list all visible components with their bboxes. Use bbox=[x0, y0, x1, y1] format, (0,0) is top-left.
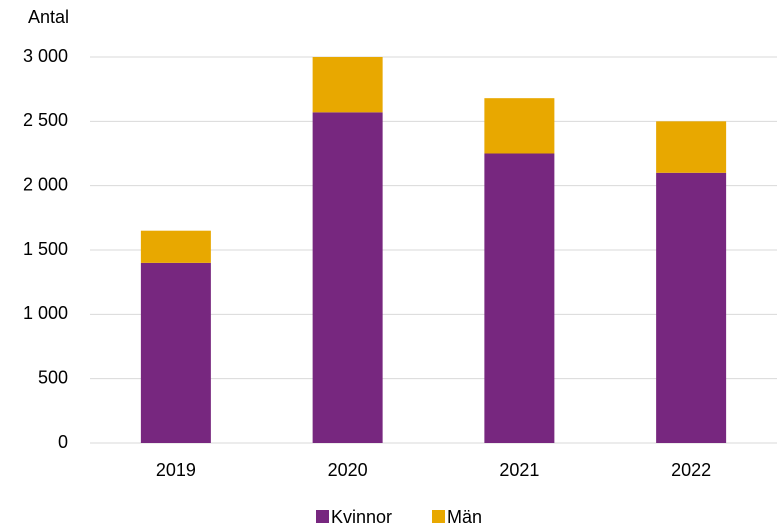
y-tick-label: 0 bbox=[58, 432, 68, 452]
bar-segment bbox=[656, 121, 727, 173]
bar-segment bbox=[484, 98, 555, 154]
y-axis-label: Antal bbox=[28, 7, 69, 27]
y-tick-label: 2 000 bbox=[23, 174, 68, 194]
bar-segment bbox=[656, 172, 727, 444]
x-tick-label: 2022 bbox=[671, 460, 711, 480]
y-tick-label: 3 000 bbox=[23, 46, 68, 66]
y-tick-label: 1 000 bbox=[23, 303, 68, 323]
bar-segment bbox=[312, 57, 383, 113]
legend-label: Kvinnor bbox=[331, 507, 392, 527]
x-tick-label: 2021 bbox=[499, 460, 539, 480]
bar-segment bbox=[312, 112, 383, 444]
bar-segment bbox=[140, 230, 211, 263]
bar-segment bbox=[140, 262, 211, 443]
y-tick-label: 2 500 bbox=[23, 110, 68, 130]
y-tick-label: 500 bbox=[38, 367, 68, 387]
x-tick-label: 2020 bbox=[328, 460, 368, 480]
legend-label: Män bbox=[447, 507, 482, 527]
bar-segment bbox=[484, 153, 555, 443]
y-tick-label: 1 500 bbox=[23, 239, 68, 259]
x-tick-label: 2019 bbox=[156, 460, 196, 480]
legend-swatch bbox=[432, 510, 445, 523]
legend-swatch bbox=[316, 510, 329, 523]
